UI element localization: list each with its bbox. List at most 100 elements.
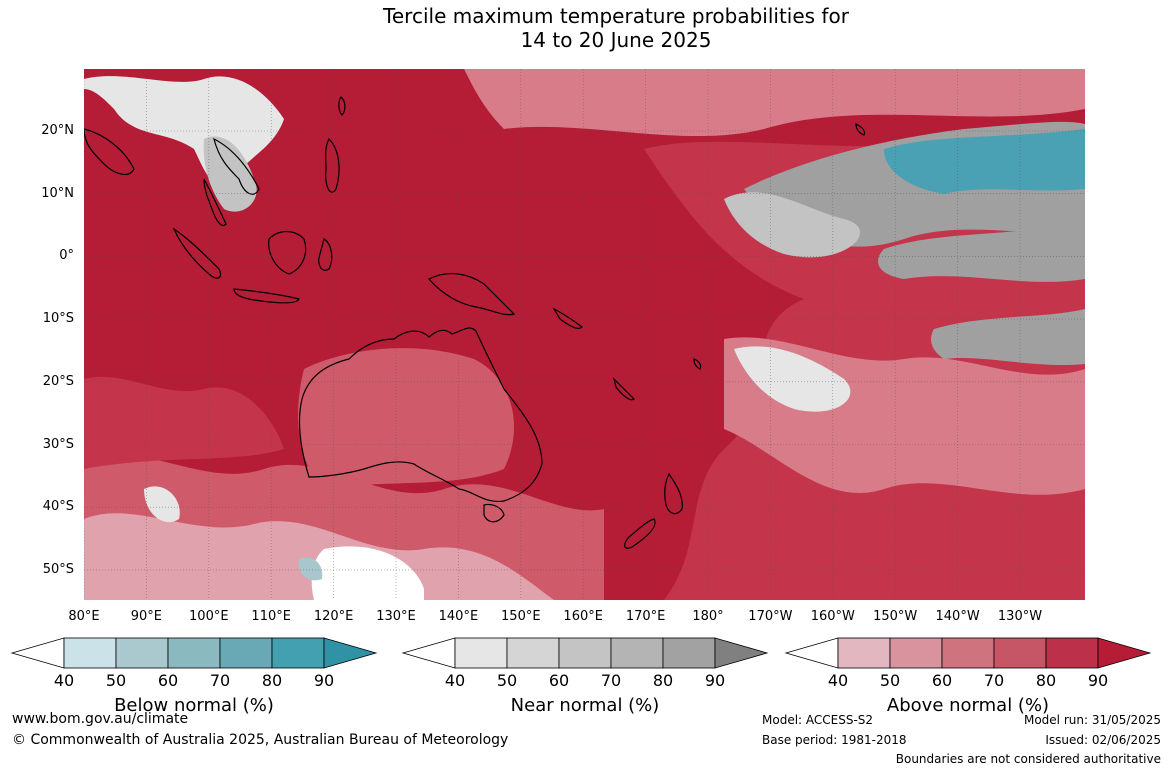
colorbar-tick-label: 90 [1087, 671, 1109, 690]
southern-ocean-below-normal [298, 557, 323, 581]
longitude-label: 140°W [935, 609, 980, 624]
map-canvas [84, 69, 1085, 600]
boundaries-disclaimer: Boundaries are not considered authoritat… [895, 752, 1161, 766]
southwest-indian-mottle [84, 376, 284, 469]
colorbar-segment [662, 637, 716, 669]
colorbar-tick-label: 60 [548, 671, 570, 690]
hawaii-coastline [855, 123, 866, 136]
colorbar [401, 637, 769, 669]
colorbar-lower-extension [10, 637, 65, 669]
longitude-label: 140°E [438, 609, 479, 624]
base-period: Base period: 1981-2018 [762, 733, 907, 747]
colorbar-lower-extension [784, 637, 839, 669]
longitude-label: 120°E [313, 609, 354, 624]
longitude-label: 180° [692, 609, 724, 624]
colorbar-segment [506, 637, 560, 669]
colorbar-tick-label: 50 [879, 671, 901, 690]
issued-date: Issued: 02/06/2025 [1045, 733, 1161, 747]
latitude-label: 40°S [42, 499, 74, 515]
colorbar [784, 637, 1152, 669]
colorbar-segment [610, 637, 664, 669]
north-pacific-near-normal-edge [724, 192, 861, 258]
legend-title: Above normal (%) [886, 695, 1050, 716]
solomon-islands-coastline [552, 307, 583, 329]
colorbar-lower-extension [401, 637, 456, 669]
india-coastline [84, 128, 135, 176]
longitude-label: 150°E [501, 609, 541, 624]
new-zealand-south-coastline [624, 518, 656, 549]
colorbar-tick-label: 40 [444, 671, 466, 690]
coastlines [84, 96, 866, 549]
colorbar-segment [271, 637, 325, 669]
sumatra-coastline [172, 227, 222, 279]
latitude-label: 30°S [42, 436, 74, 452]
latitude-label: 10°N [41, 185, 74, 201]
java-coastline [233, 288, 300, 304]
colorbar-tick-label: 70 [600, 671, 622, 690]
model-run-date: Model run: 31/05/2025 [1023, 713, 1161, 727]
latitude-label: 0° [59, 248, 74, 264]
longitude-label: 130°W [997, 609, 1043, 624]
indochina-coastline [213, 137, 260, 195]
longitude-label: 170°E [625, 609, 666, 624]
probability-map [84, 69, 1085, 600]
colorbar-segment [219, 637, 273, 669]
longitude-label: 110°E [251, 609, 291, 624]
colorbar-tick-label: 60 [931, 671, 953, 690]
colorbar-segment [558, 637, 612, 669]
longitude-label: 80°E [68, 609, 100, 624]
new-guinea-coastline [428, 272, 516, 316]
sulawesi-coastline [318, 238, 333, 271]
colorbar-segment [993, 637, 1047, 669]
north-pacific-below-normal [884, 129, 1085, 194]
longitude-label: 160°W [810, 609, 855, 624]
longitude-label: 90°E [130, 609, 163, 624]
colorbar-segment [63, 637, 117, 669]
colorbar-tick-label: 80 [1035, 671, 1057, 690]
colorbar-segment [115, 637, 169, 669]
colorbar-segment [167, 637, 221, 669]
colorbar-tick-label: 50 [496, 671, 518, 690]
colorbar-tick-label: 70 [209, 671, 231, 690]
legend-title: Below normal (%) [114, 695, 274, 716]
philippines-coastline [325, 137, 340, 193]
fiji-coastline [693, 358, 702, 370]
below-normal-regions [298, 129, 1085, 581]
longitude-label: 130°E [376, 609, 416, 624]
new-zealand-north-coastline [664, 472, 683, 515]
colorbar-segment [837, 637, 891, 669]
colorbar-tick-label: 90 [704, 671, 726, 690]
colorbar-tick-label: 90 [313, 671, 335, 690]
longitude-label: 160°E [563, 609, 603, 624]
new-caledonia-coastline [612, 377, 635, 401]
lat-lon-grid [84, 69, 1085, 600]
southern-ocean-white-patch [311, 546, 424, 600]
website-link[interactable]: www.bom.gov.au/climate [12, 711, 189, 727]
latitude-label: 20°N [41, 123, 74, 138]
indochina-near-normal [203, 136, 257, 212]
southern-ocean-near-normal [144, 486, 180, 523]
legend-near-normal: 40 50 60 70 80 90 Near normal (%) [401, 637, 769, 728]
australia-coastline [298, 327, 543, 503]
malay-peninsula-coastline [203, 178, 227, 227]
colorbar-tick-label: 50 [105, 671, 127, 690]
latitude-label: 20°S [42, 373, 74, 389]
taiwan-coastline [338, 96, 346, 116]
longitude-label: 150°W [873, 609, 918, 624]
legend-above-normal: 40 50 60 70 80 90 Above normal (%) [784, 637, 1152, 728]
legend-title: Near normal (%) [510, 695, 660, 716]
copyright-text: © Commonwealth of Australia 2025, Austra… [12, 732, 509, 748]
colorbar-tick-label: 60 [157, 671, 179, 690]
colorbar-tick-label: 80 [652, 671, 674, 690]
legend-below-normal: 40 50 60 70 80 90 Below normal (%) [10, 637, 378, 728]
colorbar-upper-extension [1097, 637, 1152, 669]
colorbar-upper-extension [323, 637, 378, 669]
map-title: Tercile maximum temperature probabilitie… [0, 4, 1173, 52]
colorbar-tick-label: 40 [53, 671, 75, 690]
colorbar-segment [454, 637, 508, 669]
colorbar-tick-label: 80 [261, 671, 283, 690]
longitude-label: 100°E [189, 609, 229, 624]
colorbar-segment [1045, 637, 1099, 669]
latitude-label: 10°S [42, 311, 74, 327]
equatorial-pacific-near-normal [878, 219, 1085, 282]
